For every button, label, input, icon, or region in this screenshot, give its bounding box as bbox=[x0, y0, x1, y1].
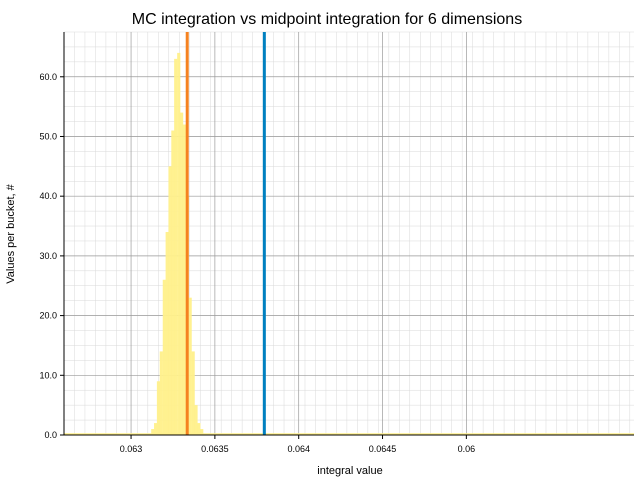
histogram-bar bbox=[182, 124, 187, 435]
histogram-bar bbox=[171, 130, 175, 435]
y-tick-label: 40.0 bbox=[39, 191, 57, 201]
y-tick-label: 20.0 bbox=[39, 311, 57, 321]
major-gridlines bbox=[64, 32, 634, 436]
histogram-bars bbox=[64, 52, 634, 436]
histogram-bar bbox=[197, 423, 201, 435]
y-axis-ticks: 0.0 10.0 20.0 30.0 40.0 50.0 60.0 bbox=[39, 72, 64, 440]
x-tick-label: 0.0635 bbox=[201, 444, 229, 454]
x-axis-label: integral value bbox=[317, 465, 382, 477]
histogram-bar bbox=[162, 279, 166, 435]
histogram-bar bbox=[200, 429, 204, 435]
x-tick-label: 0.0645 bbox=[369, 444, 397, 454]
histogram-bar bbox=[168, 166, 172, 436]
histogram-bar bbox=[159, 351, 163, 435]
x-tick-label: 0.06 bbox=[458, 444, 476, 454]
histogram-bar bbox=[156, 381, 161, 435]
reference-lines bbox=[185, 32, 266, 435]
histogram-bar bbox=[191, 351, 195, 435]
x-tick-label: 0.063 bbox=[120, 444, 143, 454]
minor-gridlines bbox=[63, 31, 634, 436]
x-tick-label: 0.064 bbox=[287, 444, 310, 454]
axes bbox=[63, 32, 634, 436]
chart-title: MC integration vs midpoint integration f… bbox=[132, 11, 522, 28]
y-tick-label: 0.0 bbox=[44, 430, 57, 440]
histogram-bar bbox=[194, 405, 198, 435]
histogram-bar bbox=[188, 297, 192, 435]
y-axis-label: Values per bucket, # bbox=[5, 183, 17, 283]
y-tick-label: 50.0 bbox=[39, 131, 57, 141]
y-tick-label: 60.0 bbox=[39, 72, 57, 82]
histogram-bar bbox=[174, 58, 178, 435]
histogram-bar bbox=[151, 429, 155, 435]
y-tick-label: 30.0 bbox=[39, 251, 57, 261]
histogram-bar bbox=[154, 423, 158, 435]
x-axis-ticks: 0.063 0.0635 0.064 0.0645 0.06 bbox=[120, 435, 475, 454]
histogram-bar bbox=[165, 232, 169, 435]
histogram-bar bbox=[180, 112, 184, 435]
histogram-bar bbox=[177, 52, 181, 435]
y-tick-label: 10.0 bbox=[39, 370, 57, 380]
